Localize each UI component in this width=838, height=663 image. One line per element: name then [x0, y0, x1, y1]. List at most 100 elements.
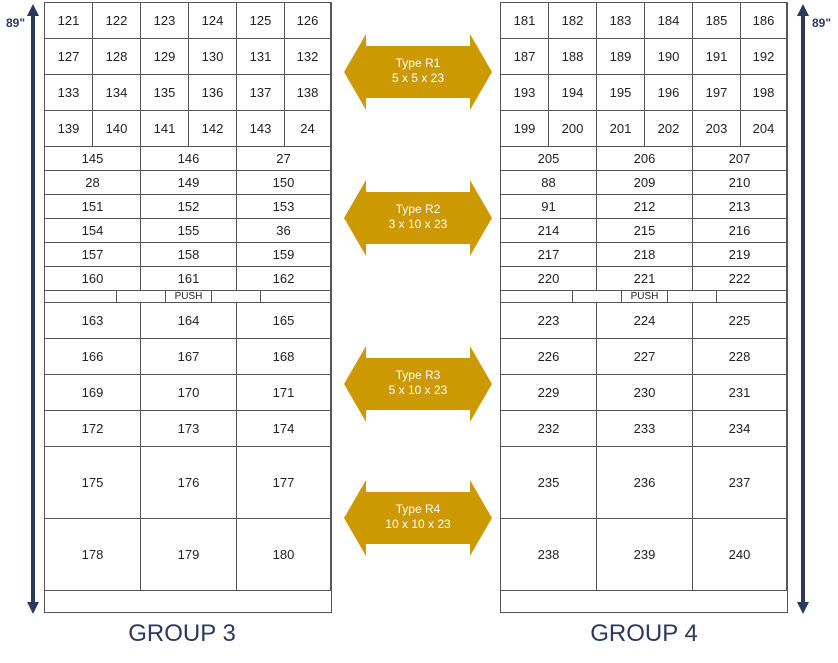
- locker-191: 191: [693, 39, 741, 75]
- push-strip-segment: [212, 291, 261, 303]
- locker-157: 157: [45, 243, 141, 267]
- locker-132: 132: [285, 39, 331, 75]
- locker-136: 136: [189, 75, 237, 111]
- locker-221: 221: [597, 267, 693, 291]
- locker-213: 213: [693, 195, 787, 219]
- push-panel: PUSH: [166, 291, 212, 303]
- locker-131: 131: [237, 39, 285, 75]
- locker-201: 201: [597, 111, 645, 147]
- push-strip-segment: [117, 291, 166, 303]
- locker-238: 238: [501, 519, 597, 591]
- locker-125: 125: [237, 3, 285, 39]
- locker-160: 160: [45, 267, 141, 291]
- locker-217: 217: [501, 243, 597, 267]
- locker-233: 233: [597, 411, 693, 447]
- locker-206: 206: [597, 147, 693, 171]
- locker-215: 215: [597, 219, 693, 243]
- locker-36: 36: [237, 219, 331, 243]
- type-arrow-r4: Type R4 10 x 10 x 23: [344, 480, 492, 556]
- locker-237: 237: [693, 447, 787, 519]
- locker-200: 200: [549, 111, 597, 147]
- type-arrow-r3: Type R3 5 x 10 x 23: [344, 346, 492, 422]
- type-arrow-r2: Type R2 3 x 10 x 23: [344, 180, 492, 256]
- locker-235: 235: [501, 447, 597, 519]
- push-strip-segment: [573, 291, 622, 303]
- locker-134: 134: [93, 75, 141, 111]
- type-name: Type R1: [395, 56, 441, 70]
- locker-182: 182: [549, 3, 597, 39]
- locker-190: 190: [645, 39, 693, 75]
- locker-236: 236: [597, 447, 693, 519]
- locker-121: 121: [45, 3, 93, 39]
- locker-185: 185: [693, 3, 741, 39]
- locker-130: 130: [189, 39, 237, 75]
- locker-143: 143: [237, 111, 285, 147]
- locker-180: 180: [237, 519, 331, 591]
- locker-138: 138: [285, 75, 331, 111]
- push-strip-segment: [501, 291, 573, 303]
- locker-168: 168: [237, 339, 331, 375]
- locker-123: 123: [141, 3, 189, 39]
- locker-163: 163: [45, 303, 141, 339]
- type-name: Type R3: [395, 368, 441, 382]
- locker-196: 196: [645, 75, 693, 111]
- locker-220: 220: [501, 267, 597, 291]
- locker-177: 177: [237, 447, 331, 519]
- locker-137: 137: [237, 75, 285, 111]
- type-dims: 5 x 5 x 23: [391, 71, 445, 85]
- locker-193: 193: [501, 75, 549, 111]
- locker-166: 166: [45, 339, 141, 375]
- locker-198: 198: [741, 75, 787, 111]
- locker-181: 181: [501, 3, 549, 39]
- locker-153: 153: [237, 195, 331, 219]
- locker-225: 225: [693, 303, 787, 339]
- type-dims: 10 x 10 x 23: [385, 517, 451, 531]
- height-label-right: 89": [812, 16, 832, 30]
- group-label: GROUP 3: [128, 620, 236, 647]
- type-dims: 3 x 10 x 23: [388, 217, 448, 231]
- locker-164: 164: [141, 303, 237, 339]
- locker-172: 172: [45, 411, 141, 447]
- locker-174: 174: [237, 411, 331, 447]
- locker-232: 232: [501, 411, 597, 447]
- height-arrow-right: [797, 4, 809, 614]
- locker-203: 203: [693, 111, 741, 147]
- locker-202: 202: [645, 111, 693, 147]
- locker-228: 228: [693, 339, 787, 375]
- locker-158: 158: [141, 243, 237, 267]
- locker-227: 227: [597, 339, 693, 375]
- locker-155: 155: [141, 219, 237, 243]
- locker-219: 219: [693, 243, 787, 267]
- locker-192: 192: [741, 39, 787, 75]
- locker-240: 240: [693, 519, 787, 591]
- locker-91: 91: [501, 195, 597, 219]
- push-strip-segment: [668, 291, 717, 303]
- locker-178: 178: [45, 519, 141, 591]
- locker-145: 145: [45, 147, 141, 171]
- locker-226: 226: [501, 339, 597, 375]
- locker-133: 133: [45, 75, 93, 111]
- locker-128: 128: [93, 39, 141, 75]
- locker-140: 140: [93, 111, 141, 147]
- height-arrow-left: [27, 4, 39, 614]
- locker-127: 127: [45, 39, 93, 75]
- locker-129: 129: [141, 39, 189, 75]
- locker-184: 184: [645, 3, 693, 39]
- locker-230: 230: [597, 375, 693, 411]
- group-label: GROUP 4: [590, 620, 698, 647]
- locker-162: 162: [237, 267, 331, 291]
- locker-224: 224: [597, 303, 693, 339]
- cabinet-group-4: 181 182 183 184 185 186 187 188 189 190 191 192 193 1…: [500, 2, 788, 613]
- locker-28: 28: [45, 171, 141, 195]
- push-panel: PUSH: [622, 291, 668, 303]
- locker-176: 176: [141, 447, 237, 519]
- locker-239: 239: [597, 519, 693, 591]
- locker-199: 199: [501, 111, 549, 147]
- locker-151: 151: [45, 195, 141, 219]
- locker-167: 167: [141, 339, 237, 375]
- locker-183: 183: [597, 3, 645, 39]
- locker-175: 175: [45, 447, 141, 519]
- type-name: Type R4: [395, 502, 441, 516]
- locker-222: 222: [693, 267, 787, 291]
- locker-88: 88: [501, 171, 597, 195]
